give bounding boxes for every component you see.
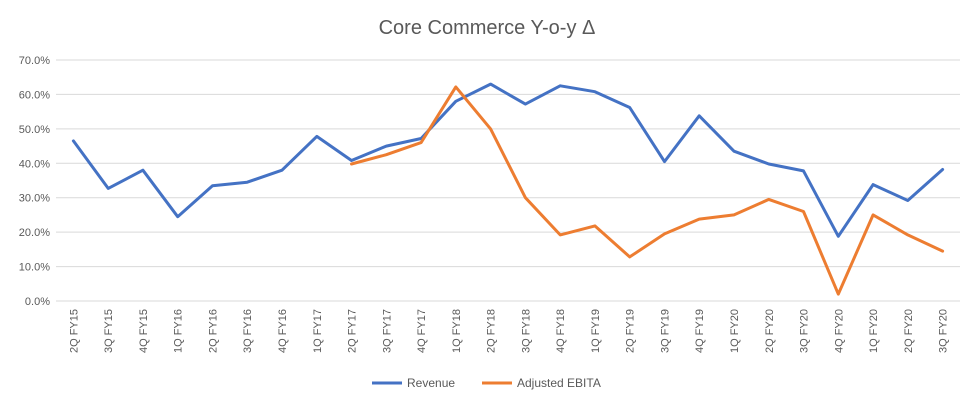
series-lines bbox=[71, 82, 945, 296]
x-tick-label: 1Q FY18 bbox=[451, 309, 463, 353]
x-tick-label: 3Q FY15 bbox=[103, 309, 115, 353]
x-tick-label: 4Q FY16 bbox=[277, 309, 289, 353]
x-tick-label: 2Q FY17 bbox=[347, 309, 359, 353]
x-tick-label: 4Q FY17 bbox=[416, 309, 428, 353]
x-tick-label: 2Q FY19 bbox=[625, 309, 637, 353]
x-tick-label: 3Q FY20 bbox=[799, 309, 811, 353]
gridlines bbox=[56, 59, 960, 302]
x-tick-label: 4Q FY19 bbox=[694, 309, 706, 353]
y-tick-label: 20.0% bbox=[19, 227, 50, 239]
x-tick-label: 3Q FY17 bbox=[381, 309, 393, 353]
y-axis-ticks: 0.0% 10.0% 20.0% 30.0% 40.0% 50.0% 60.0% 70.0% bbox=[19, 55, 50, 308]
x-tick-label: 2Q FY15 bbox=[68, 309, 80, 353]
x-tick-label: 4Q FY18 bbox=[555, 309, 567, 353]
x-tick-label: 3Q FY16 bbox=[242, 309, 254, 353]
x-tick-label: 1Q FY19 bbox=[590, 309, 602, 353]
x-tick-label: 2Q FY20 bbox=[903, 309, 915, 353]
legend-label: Revenue bbox=[407, 376, 455, 390]
x-tick-label: 3Q FY20 bbox=[938, 309, 950, 353]
x-tick-label: 2Q FY16 bbox=[207, 309, 219, 353]
x-tick-label: 4Q FY20 bbox=[833, 309, 845, 353]
legend: Revenue Adjusted EBITA bbox=[372, 376, 601, 390]
x-tick-label: 3Q FY18 bbox=[520, 309, 532, 353]
series-line-adjusted-ebita bbox=[350, 85, 945, 296]
series-line-revenue bbox=[71, 82, 945, 238]
legend-label: Adjusted EBITA bbox=[517, 376, 601, 390]
y-tick-label: 30.0% bbox=[19, 193, 50, 205]
y-tick-label: 10.0% bbox=[19, 262, 50, 274]
x-tick-label: 2Q FY18 bbox=[486, 309, 498, 353]
chart-title: Core Commerce Y-o-y Δ bbox=[379, 17, 596, 39]
x-tick-label: 3Q FY19 bbox=[659, 309, 671, 353]
x-tick-label: 2Q FY20 bbox=[764, 309, 776, 353]
x-axis-ticks: 2Q FY15 3Q FY15 4Q FY15 1Q FY16 2Q FY16 3Q FY… bbox=[68, 309, 949, 353]
x-tick-label: 1Q FY17 bbox=[312, 309, 324, 353]
y-tick-label: 0.0% bbox=[25, 296, 50, 308]
y-tick-label: 40.0% bbox=[19, 158, 50, 170]
y-tick-label: 70.0% bbox=[19, 55, 50, 67]
x-tick-label: 1Q FY20 bbox=[868, 309, 880, 353]
y-tick-label: 60.0% bbox=[19, 89, 50, 101]
x-tick-label: 1Q FY16 bbox=[173, 309, 185, 353]
x-tick-label: 1Q FY20 bbox=[729, 309, 741, 353]
x-tick-label: 4Q FY15 bbox=[138, 309, 150, 353]
y-tick-label: 50.0% bbox=[19, 124, 50, 136]
